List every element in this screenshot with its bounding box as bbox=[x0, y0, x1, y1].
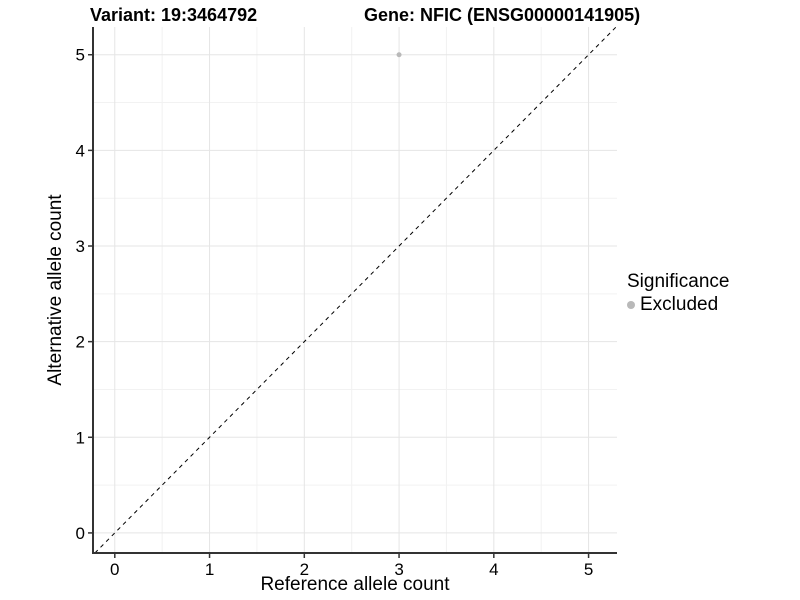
legend: Significance Excluded bbox=[627, 271, 729, 316]
identity-line bbox=[94, 26, 617, 554]
x-tick-label: 1 bbox=[205, 560, 214, 579]
y-tick-label: 2 bbox=[76, 333, 85, 352]
legend-title: Significance bbox=[627, 271, 730, 292]
data-point bbox=[396, 52, 402, 58]
x-tick-label: 3 bbox=[394, 560, 403, 579]
x-axis-title: Reference allele count bbox=[260, 574, 450, 595]
plot-title-gene: Gene: NFIC (ENSG00000141905) bbox=[364, 5, 641, 25]
x-tick-label: 5 bbox=[584, 560, 593, 579]
x-tick-label: 0 bbox=[110, 560, 119, 579]
y-tick-label: 4 bbox=[76, 141, 85, 160]
x-tick-label: 4 bbox=[489, 560, 498, 579]
excluded-point-icon bbox=[627, 301, 635, 309]
y-tick-label: 0 bbox=[76, 524, 85, 543]
plot-title-variant: Variant: 19:3464792 bbox=[90, 5, 258, 25]
y-tick-label: 1 bbox=[76, 428, 85, 447]
x-tick-label: 2 bbox=[300, 560, 309, 579]
legend-item-excluded: Excluded bbox=[627, 294, 729, 316]
y-tick-label: 3 bbox=[76, 237, 85, 256]
y-tick-label: 5 bbox=[76, 46, 85, 65]
legend-item-label: Excluded bbox=[640, 294, 719, 315]
y-axis-title: Alternative allele count bbox=[45, 194, 66, 386]
